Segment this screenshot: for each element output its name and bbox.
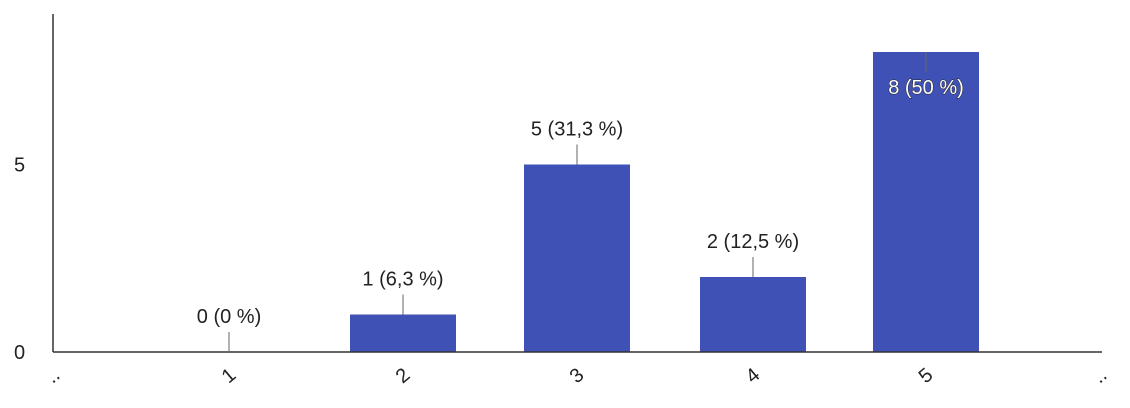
x-edge-tick-left: .. bbox=[42, 364, 65, 388]
x-tick-label-2: 2 bbox=[392, 364, 415, 388]
y-tick-label: 5 bbox=[14, 155, 25, 177]
data-label-4: 2 (12,5 %) bbox=[707, 231, 799, 253]
bar-4 bbox=[700, 277, 806, 352]
bar-3 bbox=[524, 164, 630, 352]
x-edge-tick-right: .. bbox=[1089, 364, 1112, 388]
bar-5 bbox=[873, 52, 979, 352]
x-tick-label-5: 5 bbox=[915, 364, 938, 388]
x-tick-label-4: 4 bbox=[742, 364, 765, 388]
data-label-3: 5 (31,3 %) bbox=[531, 119, 623, 141]
bar-2 bbox=[350, 314, 456, 352]
data-label-2: 1 (6,3 %) bbox=[362, 269, 443, 291]
y-tick-label: 0 bbox=[14, 342, 25, 364]
data-label-1: 0 (0 %) bbox=[197, 306, 261, 328]
x-tick-label-1: 1 bbox=[218, 364, 241, 388]
x-tick-label-3: 3 bbox=[566, 364, 589, 388]
data-label-5: 8 (50 %) bbox=[888, 77, 964, 99]
